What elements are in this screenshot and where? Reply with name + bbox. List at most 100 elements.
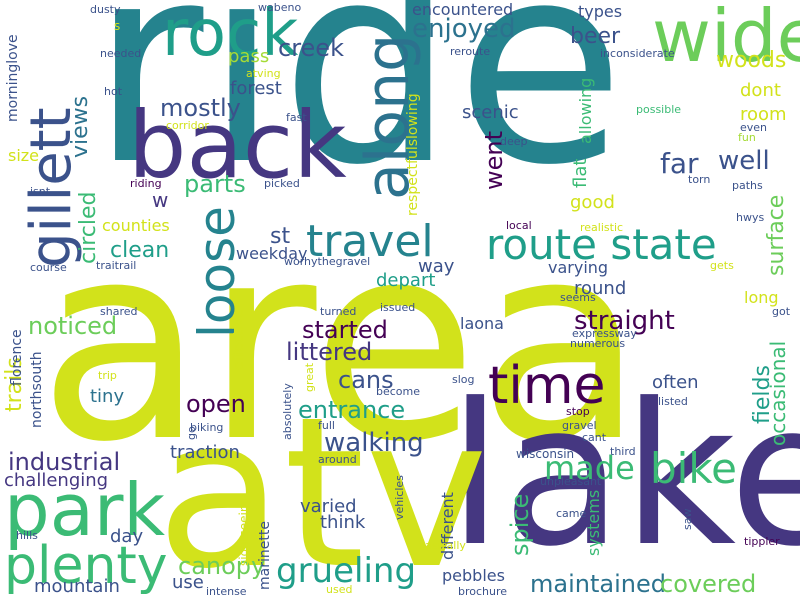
word-encountered: encountered — [412, 0, 514, 19]
word-lake: lake — [448, 362, 800, 590]
word-far: far — [660, 147, 699, 180]
word-back: back — [128, 92, 347, 199]
word-atving: atving — [246, 67, 281, 80]
word-spice: spice — [506, 493, 534, 556]
word-possible: possible — [636, 103, 682, 116]
word-covered: covered — [660, 570, 757, 598]
word-fast: fast — [286, 111, 307, 124]
word-great: great — [303, 362, 316, 392]
word-absolutely: absolutely — [281, 383, 294, 440]
word-issued: issued — [380, 301, 416, 314]
word-paths: paths — [732, 179, 763, 192]
word-biking: biking — [190, 421, 224, 434]
word-numerous: numerous — [570, 337, 626, 350]
word-woods: woods — [716, 48, 787, 73]
word-local: local — [506, 219, 532, 232]
word-littered: littered — [286, 338, 373, 366]
word-depart: depart — [376, 270, 436, 291]
word-forest: forest — [230, 78, 282, 99]
word-views: views — [68, 95, 93, 158]
word-torn: torn — [688, 173, 711, 186]
word-isnt: isnt — [30, 185, 51, 198]
word-mountain: mountain — [34, 576, 120, 597]
word-corridor: corridor — [166, 119, 209, 132]
word-entrance: entrance — [298, 396, 406, 424]
word-wabeno: wabeno — [258, 1, 302, 14]
word-bike: bike — [650, 444, 737, 493]
word-walking: walking — [324, 428, 424, 458]
word-gets: gets — [710, 259, 734, 272]
word-types: types — [578, 2, 623, 21]
word-northsouth: northsouth — [29, 351, 45, 428]
word-well: well — [718, 146, 770, 176]
word-stop: stop — [566, 405, 590, 418]
word-shared: shared — [100, 305, 138, 318]
word-atv: atv — [156, 373, 489, 600]
word-parts: parts — [184, 170, 246, 198]
word-tiny: tiny — [90, 386, 125, 407]
word-challenging: challenging — [4, 470, 109, 491]
word-day: day — [110, 526, 144, 547]
word-hills: hills — [16, 529, 38, 542]
word-used: used — [326, 583, 353, 596]
word-travel: travel — [306, 216, 434, 267]
word-made: made — [544, 449, 635, 487]
word-intense: intense — [206, 585, 247, 598]
word-cans: cans — [338, 366, 394, 394]
word-fun: fun — [738, 131, 756, 144]
word-effective: effective — [231, 309, 247, 370]
word-hot: hot — [104, 85, 123, 98]
word-gravel: gravel — [562, 419, 597, 432]
word-traitrail: traitrail — [96, 259, 137, 272]
word-open: open — [186, 390, 246, 418]
word-creek: creek — [278, 34, 344, 62]
word-rock: rock — [162, 0, 299, 71]
word-grueling: grueling — [276, 551, 417, 591]
word-hwys: hwys — [736, 211, 765, 224]
word-use: use — [172, 572, 204, 593]
word-dont: dont — [740, 80, 781, 101]
word-straight: straight — [574, 306, 675, 336]
word-reroute: reroute — [450, 45, 491, 58]
word-pebbles: pebbles — [442, 566, 505, 585]
word-riding: riding — [130, 177, 162, 190]
word-round: round — [574, 278, 627, 299]
word-st: st — [270, 224, 291, 249]
word-noticed: noticed — [28, 312, 118, 340]
word-canopy: canopy — [178, 552, 266, 580]
word-course: course — [30, 261, 67, 274]
word-mostly: mostly — [160, 94, 241, 122]
word-flat: flat — [570, 158, 591, 188]
word-listed: listed — [658, 395, 688, 408]
word-dusty: dusty — [90, 3, 121, 16]
word-trip: trip — [98, 369, 117, 382]
word-surface: surface — [764, 194, 789, 276]
word-third: third — [610, 445, 636, 458]
word-deep: deep — [500, 135, 528, 148]
word-respectfulslowing: respectfulslowing — [405, 93, 421, 216]
word-vehicles: vehicles — [393, 475, 406, 520]
word-occasional: occasional — [766, 340, 790, 446]
word-worhythegravel: worhythegravel — [284, 255, 371, 268]
word-saw: saw — [681, 508, 694, 530]
word-park: park — [4, 468, 166, 552]
word-morninglove: morninglove — [5, 34, 21, 122]
word-become: become — [376, 385, 421, 398]
word-long: long — [744, 288, 779, 307]
word-time: time — [488, 356, 606, 416]
word-needed: needed — [100, 47, 142, 60]
word-varied: varied — [300, 496, 357, 517]
word-area: area — [38, 186, 645, 502]
word-turned: turned — [320, 305, 357, 318]
word-marinette: marinette — [257, 521, 273, 590]
word-varying: varying — [548, 258, 609, 277]
word-circled: circled — [76, 191, 101, 264]
word-clean: clean — [110, 238, 170, 263]
word-maintained: maintained — [530, 570, 666, 598]
word-expressway: expressway — [572, 327, 637, 340]
word-systems: systems — [584, 489, 603, 556]
word-w: w — [152, 188, 169, 212]
word-unpleasant: unpleasant — [540, 475, 602, 488]
word-realistic: realistic — [580, 221, 624, 234]
word-industrial: industrial — [8, 448, 121, 476]
